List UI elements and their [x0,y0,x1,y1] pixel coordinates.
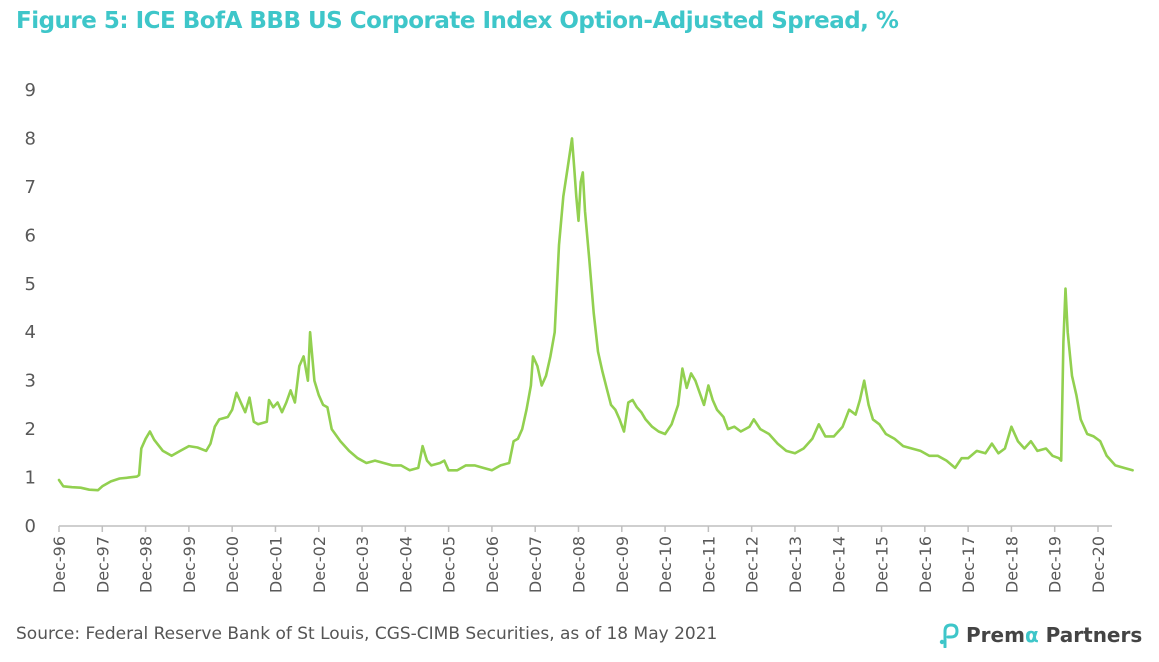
y-tick-label: 8 [25,128,36,149]
x-tick-label: Dec-98 [137,536,156,593]
y-tick-label: 4 [25,322,36,343]
premia-partners-logo: Premα Partners [938,622,1142,648]
x-tick-label: Dec-20 [1089,536,1108,593]
x-tick-label: Dec-10 [656,536,675,593]
logo-text: Premα Partners [966,623,1143,647]
y-axis-ticks: 0 1 2 3 4 5 6 7 8 9 [25,80,36,537]
source-note: Source: Federal Reserve Bank of St Louis… [16,624,718,644]
x-tick-label: Dec-18 [1002,536,1021,593]
series-line-bbb-oas [57,137,1134,492]
x-axis-ticks: Dec-96 Dec-97 Dec-98 Dec-99 Dec-00 Dec-01 Dec-… [50,526,1108,593]
y-tick-label: 3 [25,371,36,392]
x-tick-label: Dec-04 [396,536,415,593]
chart-title: Figure 5: ICE BofA BBB US Corporate Inde… [16,8,899,34]
premia-logo-icon [939,623,959,648]
y-tick-label: 6 [25,225,36,246]
x-tick-label: Dec-03 [353,536,372,593]
y-tick-label: 0 [25,516,36,537]
x-tick-label: Dec-17 [959,536,978,593]
x-tick-label: Dec-01 [266,536,285,593]
x-tick-label: Dec-14 [829,536,848,593]
x-tick-label: Dec-99 [180,536,199,593]
x-tick-label: Dec-13 [786,536,805,593]
x-tick-label: Dec-96 [50,536,69,593]
x-tick-label: Dec-11 [699,536,718,593]
x-tick-label: Dec-19 [1046,536,1065,593]
x-tick-label: Dec-97 [93,536,112,593]
x-tick-label: Dec-00 [223,536,242,593]
x-tick-label: Dec-16 [916,536,935,593]
x-tick-label: Dec-12 [743,536,762,593]
y-tick-label: 7 [25,177,36,198]
x-tick-label: Dec-05 [440,536,459,593]
x-tick-label: Dec-15 [873,536,892,593]
y-tick-label: 9 [25,80,36,101]
x-tick-label: Dec-08 [570,536,589,593]
y-tick-label: 5 [25,274,36,295]
x-tick-label: Dec-06 [483,536,502,593]
y-tick-label: 2 [25,419,36,440]
x-tick-label: Dec-07 [526,536,545,593]
x-tick-label: Dec-09 [613,536,632,593]
y-tick-label: 1 [25,468,36,489]
x-tick-label: Dec-02 [310,536,329,593]
